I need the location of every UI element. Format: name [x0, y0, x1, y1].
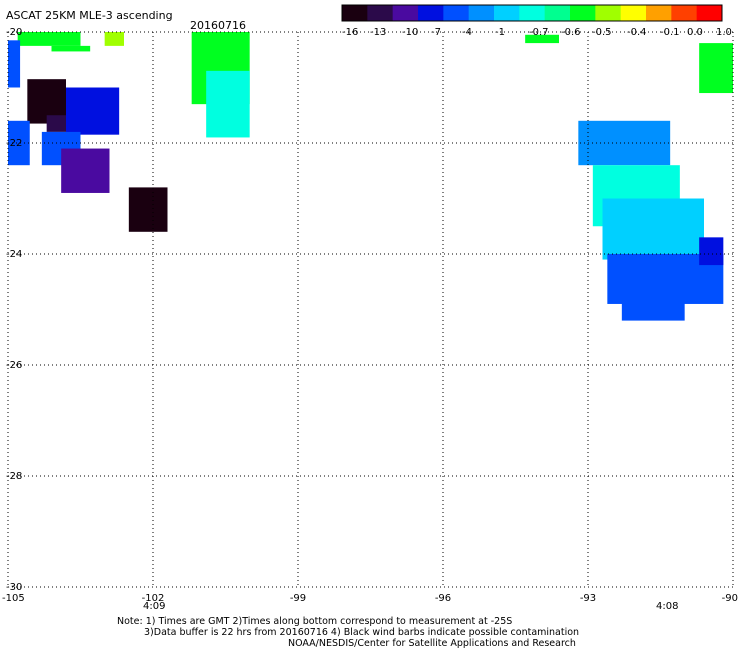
- data-cell: [66, 87, 120, 135]
- colorbar-labels: -16 -13 -10 -7 -4 -1 -0.7 -0.6 -0.5 -0.4 -0.1 0.0 1.…: [342, 27, 732, 38]
- x-tick-label: -105: [2, 593, 25, 604]
- x-axis-labels: -105 -102 -99 -96 -93 -90: [2, 593, 738, 604]
- colorbar-segment: [392, 5, 419, 21]
- data-cell: [46, 115, 66, 132]
- y-tick-label: -22: [6, 138, 22, 149]
- colorbar-segment: [519, 5, 546, 21]
- colorbar-segment: [696, 5, 723, 21]
- data-cell: [17, 32, 81, 46]
- data-cell: [8, 120, 30, 166]
- y-tick-label: -24: [6, 249, 22, 260]
- map-title: ASCAT 25KM MLE-3 ascending: [6, 9, 173, 22]
- colorbar-label: -1: [495, 27, 505, 38]
- x-tick-label: -93: [580, 593, 596, 604]
- colorbar-segment: [468, 5, 495, 21]
- data-cell: [61, 148, 110, 193]
- data-cell: [621, 292, 685, 321]
- data-cell: [699, 237, 724, 266]
- colorbar-segment: [418, 5, 444, 21]
- data-cell: [525, 34, 559, 44]
- y-tick-label: -26: [6, 360, 22, 371]
- note-line-3: NOAA/NESDIS/Center for Satellite Applica…: [288, 638, 576, 649]
- colorbar-label: -16: [342, 27, 358, 38]
- colorbar-segment: [595, 5, 622, 21]
- y-axis-labels: -20 -22 -24 -26 -28 -30: [6, 27, 22, 593]
- colorbar-label: -10: [402, 27, 418, 38]
- colorbar-label: -0.1: [660, 27, 680, 38]
- y-tick-label: -20: [6, 27, 22, 38]
- colorbar-segment: [570, 5, 596, 21]
- colorbar-frame: [341, 4, 723, 22]
- colorbar-segment: [646, 5, 672, 21]
- grid-lines: [7, 31, 734, 588]
- x-tick-label: -96: [435, 593, 451, 604]
- colorbar-segment: [342, 5, 368, 21]
- data-cell: [602, 198, 704, 260]
- colorbar-label: -13: [370, 27, 386, 38]
- colorbar-segment: [367, 5, 394, 21]
- data-cell: [699, 43, 733, 94]
- note-line-2: 3)Data buffer is 22 hrs from 20160716 4)…: [144, 627, 580, 638]
- colorbar-label: 0.0: [687, 27, 703, 38]
- data-cell: [128, 187, 168, 232]
- x-tick-label: -102: [142, 593, 165, 604]
- data-cells: [8, 32, 733, 321]
- colorbar-label: -0.5: [592, 27, 612, 38]
- colorbar-segment: [620, 5, 647, 21]
- time-label-left: 4:09: [143, 601, 165, 612]
- colorbar-label: -0.7: [529, 27, 549, 38]
- colorbar-label: -7: [431, 27, 441, 38]
- colorbar-label: -4: [462, 27, 472, 38]
- note-line-1: Note: 1) Times are GMT 2)Times along bot…: [117, 616, 513, 627]
- colorbar-segment: [671, 5, 698, 21]
- time-label-right: 4:08: [656, 601, 678, 612]
- colorbar-label: -0.4: [627, 27, 647, 38]
- y-tick-label: -28: [6, 471, 22, 482]
- x-tick-label: -99: [290, 593, 306, 604]
- x-tick-label: -90: [722, 593, 738, 604]
- data-cell: [8, 40, 21, 88]
- data-cell: [51, 45, 91, 52]
- colorbar-label: -0.6: [561, 27, 581, 38]
- y-tick-label: -30: [6, 582, 22, 593]
- colorbar-segment: [443, 5, 470, 21]
- data-cell: [104, 32, 124, 46]
- map-date: 20160716: [190, 19, 246, 32]
- colorbar-segment: [494, 5, 520, 21]
- colorbar: [341, 4, 723, 22]
- data-cell: [206, 70, 250, 138]
- colorbar-label: 1.0: [716, 27, 732, 38]
- colorbar-segment: [544, 5, 571, 21]
